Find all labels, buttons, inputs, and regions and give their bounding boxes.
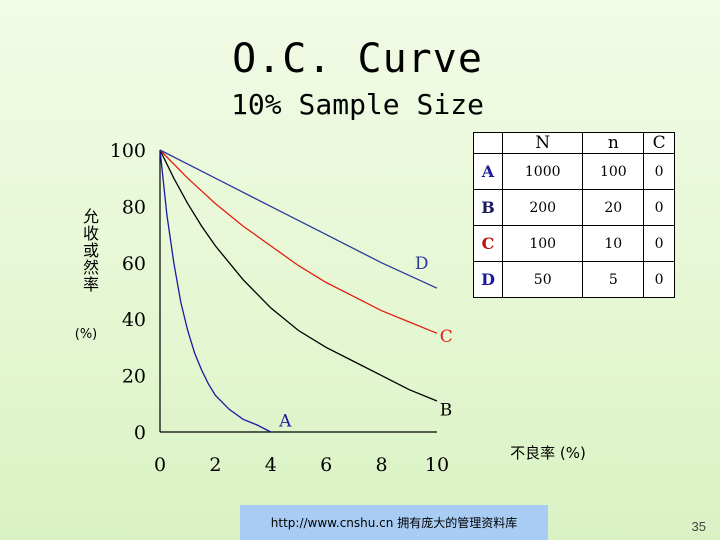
plan-value-cell: 50 xyxy=(501,261,584,298)
x-tick-label: 8 xyxy=(376,454,388,476)
plan-label-cell: D xyxy=(473,261,503,298)
curve-label-b: B xyxy=(440,400,453,420)
y-tick-label: 40 xyxy=(122,309,146,331)
y-tick-label: 80 xyxy=(122,196,146,218)
plan-label-cell: B xyxy=(473,189,503,226)
plan-value-cell: 20 xyxy=(582,189,645,226)
table-row: C 100 10 0 xyxy=(473,225,675,262)
y-tick-label: 100 xyxy=(110,140,146,162)
table-header-row: N n C xyxy=(473,132,675,154)
plan-value-cell: 200 xyxy=(501,189,584,226)
y-axis-label-char: 率 xyxy=(83,275,99,294)
plan-value-cell: 0 xyxy=(643,153,675,190)
y-tick-label: 0 xyxy=(134,422,146,444)
plan-value-cell: 10 xyxy=(582,225,645,262)
y-axis-unit-label: (%) xyxy=(75,327,98,342)
footer-url-banner[interactable]: http://www.cnshu.cn 拥有庞大的管理资料库 xyxy=(240,505,548,540)
sampling-plan-table: N n C A 1000 100 0 B 200 20 0 C 100 10 0 D 50 5 0 xyxy=(473,132,675,298)
plan-label-cell: C xyxy=(473,225,503,262)
y-axis-label-char: 然 xyxy=(83,258,99,277)
slide-subtitle: 10% Sample Size xyxy=(231,88,484,121)
y-tick-label: 20 xyxy=(122,366,146,388)
y-axis-label-char: 允 xyxy=(83,207,99,226)
plan-value-cell: 0 xyxy=(643,261,675,298)
table-row: B 200 20 0 xyxy=(473,189,675,226)
plan-value-cell: 5 xyxy=(582,261,645,298)
plan-value-cell: 100 xyxy=(501,225,584,262)
plan-label-cell: A xyxy=(473,153,503,190)
y-axis-label-char: 或 xyxy=(83,241,99,260)
page-number: 35 xyxy=(691,519,706,534)
plan-value-cell: 0 xyxy=(643,225,675,262)
x-axis-label: 不良率 (%) xyxy=(510,444,586,462)
table-header-acceptance-number: C xyxy=(643,132,675,154)
x-tick-label: 4 xyxy=(265,454,277,476)
y-tick-label: 60 xyxy=(122,253,146,275)
slide-title: O.C. Curve xyxy=(232,36,483,82)
x-tick-label: 0 xyxy=(154,454,166,476)
table-row: A 1000 100 0 xyxy=(473,153,675,190)
x-tick-label: 10 xyxy=(425,454,449,476)
y-axis-label-char: 收 xyxy=(83,224,99,243)
curve-label-a: A xyxy=(278,412,292,432)
x-tick-label: 6 xyxy=(320,454,332,476)
table-header-sample-size: n xyxy=(582,132,645,154)
plan-value-cell: 0 xyxy=(643,189,675,226)
series-line-a xyxy=(159,149,272,433)
series-line-d xyxy=(159,149,438,289)
curve-label-d: D xyxy=(415,254,429,274)
table-header-lot-size: N xyxy=(501,132,584,154)
table-row: D 50 5 0 xyxy=(473,261,675,298)
curve-label-c: C xyxy=(440,327,453,347)
series-line-c xyxy=(159,149,438,334)
plan-value-cell: 1000 xyxy=(501,153,584,190)
plan-value-cell: 100 xyxy=(582,153,645,190)
table-header-corner xyxy=(473,132,503,154)
footer-url-text: http://www.cnshu.cn 拥有庞大的管理资料库 xyxy=(270,516,518,530)
series-line-b xyxy=(159,149,438,402)
x-tick-label: 2 xyxy=(209,454,221,476)
